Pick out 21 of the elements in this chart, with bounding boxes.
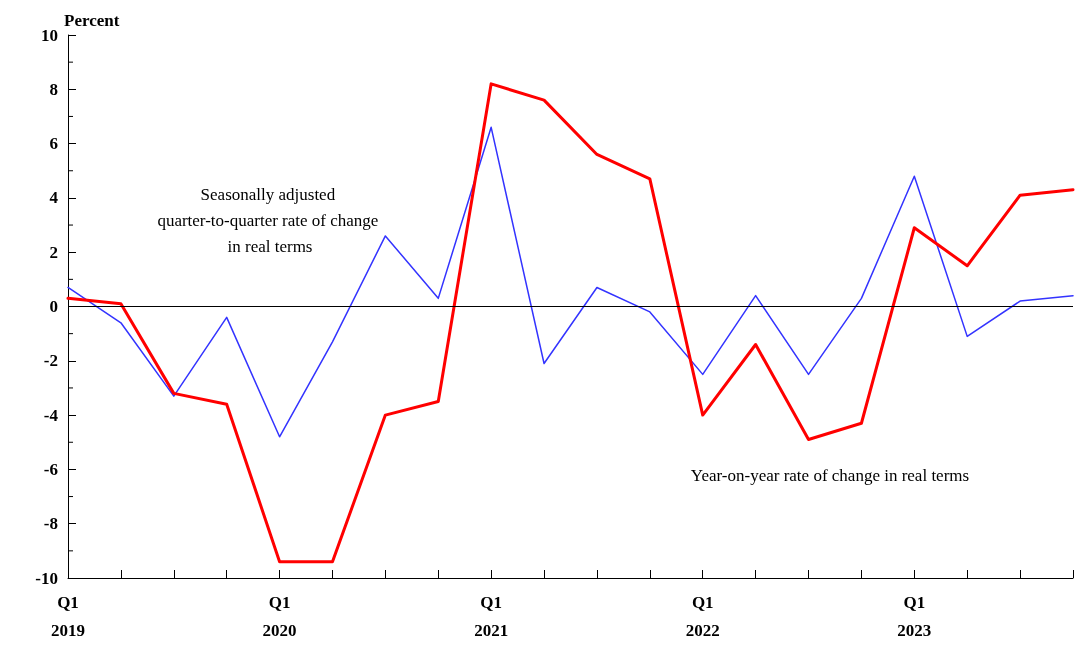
line-series	[67, 126, 1074, 438]
y-axis-title: Percent	[64, 11, 120, 30]
y-tick-label: -10	[35, 568, 58, 588]
y-tick-label: -6	[43, 459, 58, 479]
series-label: Seasonally adjusted quarter-to-quarter rate of change in real terms	[157, 184, 383, 256]
y-tick-label: 0	[49, 297, 58, 316]
line-series	[66, 82, 1075, 564]
y-tick-label: 2	[49, 242, 58, 262]
x-tick-label: Q1 2020	[262, 592, 297, 640]
y-tick-label: 8	[49, 79, 58, 99]
y-tick-label: -2	[43, 351, 58, 371]
text: Year-on-year rate of change in real terms	[690, 465, 970, 485]
y-tick-label: 10	[41, 25, 58, 45]
y-tick-label: 6	[49, 134, 58, 154]
x-tick-label: Q1 2019	[51, 592, 85, 640]
y-tick-label: -4	[43, 405, 59, 425]
x-tick-label: Q1 2021	[474, 592, 509, 640]
x-tick-label: Q1 2023	[897, 592, 932, 640]
y-tick-label: -8	[43, 514, 58, 534]
x-tick-label: Q1 2022	[685, 592, 720, 640]
y-tick-label: 4	[49, 188, 59, 208]
